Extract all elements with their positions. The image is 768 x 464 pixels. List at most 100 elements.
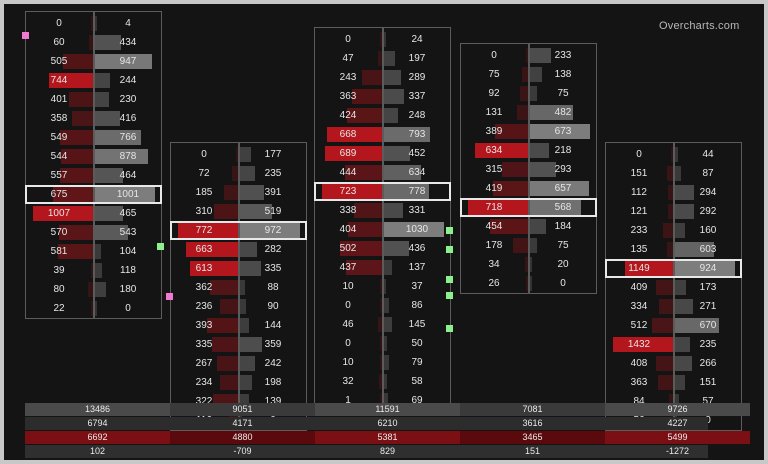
bid-volume: 557 [50, 170, 68, 181]
ask-volume: 235 [699, 339, 717, 350]
ask-volume-bar [95, 244, 101, 259]
bid-volume-bar [502, 162, 528, 177]
ask-volume: 20 [557, 259, 569, 270]
ask-volume-bar [384, 317, 392, 332]
ask-volume: 543 [119, 227, 137, 238]
ask-volume-bar [675, 299, 693, 314]
ask-row: 634 [384, 163, 451, 182]
bid-volume: 502 [339, 243, 357, 254]
ask-volume-bar [95, 168, 123, 183]
summary-row: 102 -709 829 151 -1272 [25, 445, 708, 458]
bid-volume-bar [186, 242, 238, 257]
ask-volume: 145 [408, 319, 426, 330]
bid-volume-bar [72, 111, 93, 126]
footprint-cluster[interactable]: 0 72 185 310 772 663 613 362 236 393 335 267 234 322 1… [170, 142, 307, 431]
bid-volume-bar [625, 261, 673, 276]
ask-volume-bar [530, 219, 546, 234]
summary-cell: 6692 [25, 431, 170, 444]
ask-volume: 0 [560, 278, 566, 289]
bid-volume: 772 [195, 225, 213, 236]
bid-row: 72 [171, 164, 238, 183]
bid-volume-bar [60, 168, 93, 183]
ask-volume-bar [240, 375, 252, 390]
bid-volume: 338 [339, 205, 357, 216]
ask-volume-bar [675, 223, 685, 238]
bid-volume: 544 [50, 151, 68, 162]
bid-volume: 363 [339, 91, 357, 102]
bid-row: 581 [26, 242, 93, 261]
summary-cell: 6210 [377, 418, 398, 428]
summary-cell: 151 [524, 446, 541, 456]
bid-volume: 39 [53, 265, 65, 276]
ask-row: 0 [95, 299, 162, 318]
chart-canvas[interactable]: Overcharts.com 0 60 505 744 401 358 549 544 557 6… [4, 4, 764, 460]
ask-row: 294 [675, 183, 742, 202]
ask-row: 218 [530, 141, 597, 160]
ask-volume: 144 [264, 320, 282, 331]
bid-volume: 121 [630, 206, 648, 217]
footprint-cluster[interactable]: 0 75 92 131 389 634 315 419 718 454 178 34 26 233 138 7… [460, 43, 597, 294]
bid-volume-bar [61, 149, 93, 164]
ask-volume: 947 [119, 56, 137, 67]
bid-volume-bar [210, 280, 238, 295]
ask-volume-bar [95, 73, 110, 88]
ask-row: 657 [530, 179, 597, 198]
ask-row: 145 [384, 315, 451, 334]
ask-row: 266 [675, 354, 742, 373]
ask-volume: 58 [411, 376, 423, 387]
ask-row: 4 [95, 14, 162, 33]
ask-volume-bar [384, 127, 430, 142]
ask-row: 568 [530, 198, 597, 217]
ask-volume-bar [384, 298, 389, 313]
bid-volume-bar [207, 318, 238, 333]
bid-volume: 10 [342, 357, 354, 368]
ask-volume: 0 [705, 415, 711, 426]
bid-volume-bar [526, 276, 528, 291]
ask-volume: 37 [411, 281, 423, 292]
ask-volume-bar [530, 181, 589, 196]
ask-row: 184 [530, 217, 597, 236]
ask-volume-bar [384, 51, 395, 66]
ask-row: 543 [95, 223, 162, 242]
footprint-cluster[interactable]: 0 60 505 744 401 358 549 544 557 675 1007 570 581 39 8… [25, 11, 162, 319]
column-divider [93, 12, 95, 318]
ask-row: 198 [240, 373, 307, 392]
ask-volume: 230 [119, 94, 137, 105]
bid-volume: 663 [195, 244, 213, 255]
bid-volume: 322 [195, 396, 213, 407]
ask-row: 173 [675, 278, 742, 297]
bid-volume: 689 [339, 148, 357, 159]
ask-volume: 198 [264, 377, 282, 388]
bid-volume: 1432 [627, 339, 651, 350]
bid-volume: 151 [630, 168, 648, 179]
ask-volume: 673 [554, 126, 572, 137]
bid-row: 363 [315, 87, 382, 106]
ask-volume-bar [384, 89, 404, 104]
bid-volume: 315 [485, 164, 503, 175]
ask-volume: 197 [408, 53, 426, 64]
ask-volume: 173 [699, 282, 717, 293]
ask-row: 924 [675, 259, 742, 278]
ask-volume-bar [384, 203, 403, 218]
bid-volume: 437 [339, 262, 357, 273]
footprint-cluster[interactable]: 0 47 243 363 424 668 689 444 723 338 404 502 437 10 0 4… [314, 27, 451, 411]
ask-row: 452 [384, 144, 451, 163]
bid-volume: 613 [195, 263, 213, 274]
ask-volume: 519 [264, 206, 282, 217]
bid-volume: 335 [195, 339, 213, 350]
ask-volume: 271 [699, 301, 717, 312]
bid-row: 444 [315, 163, 382, 182]
footprint-cluster[interactable]: 0 151 112 121 233 135 1149 409 334 512 1432 408 363 8… [605, 142, 742, 431]
ask-volume-bar [384, 32, 386, 47]
ask-row: 180 [95, 280, 162, 299]
bid-row: 401 [26, 90, 93, 109]
bid-row: 744 [26, 71, 93, 90]
ask-volume: 972 [264, 225, 282, 236]
ask-volume-bar [384, 146, 410, 161]
bid-row: 1432 [606, 335, 673, 354]
ask-volume: 434 [119, 37, 137, 48]
bid-volume-bar [217, 356, 238, 371]
ask-volume: 151 [699, 377, 717, 388]
ask-volume-bar [530, 48, 551, 63]
bid-row: 437 [315, 258, 382, 277]
